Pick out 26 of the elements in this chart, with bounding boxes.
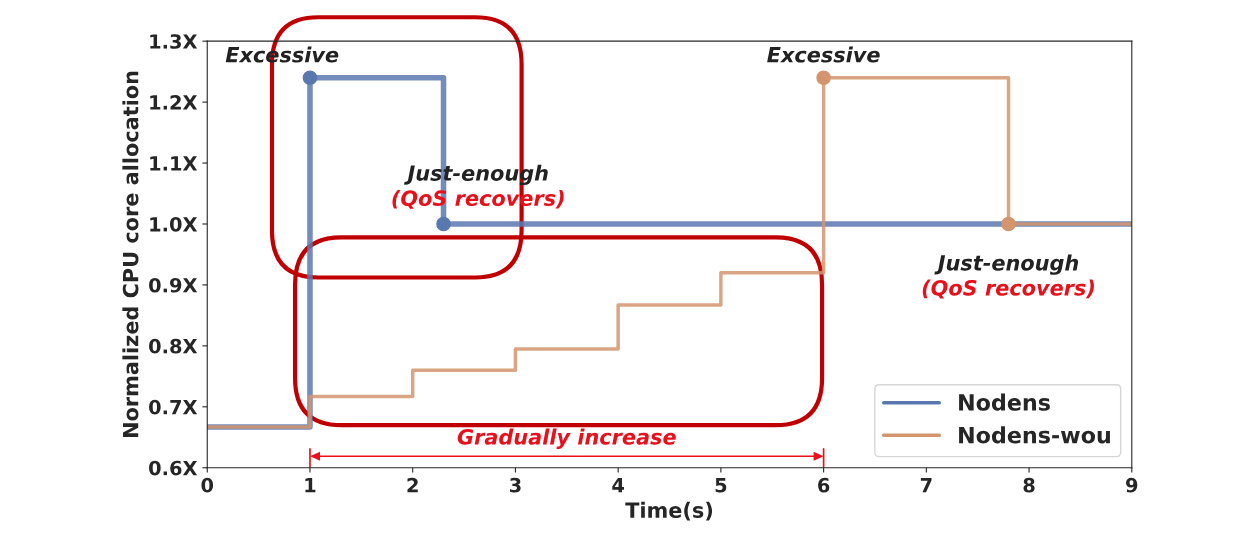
x-tick-label: 8 — [1023, 477, 1035, 493]
x-tick-label: 0 — [201, 477, 214, 493]
annotation: Just-enough — [934, 254, 1079, 275]
x-tick-label: 5 — [715, 478, 727, 493]
y-tick-label: 0.7X — [149, 399, 198, 415]
x-tick-label: 9 — [1126, 477, 1138, 493]
y-tick-label: 0.9X — [149, 277, 198, 293]
x-tick-label: 2 — [407, 477, 418, 493]
x-tick-label: 4 — [612, 478, 625, 493]
y-tick-label: 1.0X — [150, 216, 198, 232]
legend-label: Nodens-wou — [959, 426, 1110, 444]
y-tick-label: 1.3X — [150, 34, 198, 49]
x-tick-label: 7 — [920, 478, 932, 493]
x-axis-title: Time(s) — [625, 501, 713, 521]
annotation: Gradually increase — [457, 428, 676, 449]
annotation: Excessive — [767, 46, 880, 63]
annotation: (QoS recovers) — [922, 279, 1094, 299]
x-tick-label: 6 — [818, 477, 830, 493]
y-tick-label: 0.8X — [149, 338, 198, 354]
x-tick-label: 1 — [305, 478, 316, 493]
x-tick-label: 3 — [509, 477, 521, 493]
y-axis-title: Normalized CPU core allocation — [122, 71, 139, 437]
legend-label: Nodens — [959, 393, 1050, 411]
y-tick-label: 1.2X — [150, 95, 198, 110]
y-tick-label: 1.1X — [150, 156, 198, 171]
y-tick-label: 0.6X — [149, 460, 198, 476]
